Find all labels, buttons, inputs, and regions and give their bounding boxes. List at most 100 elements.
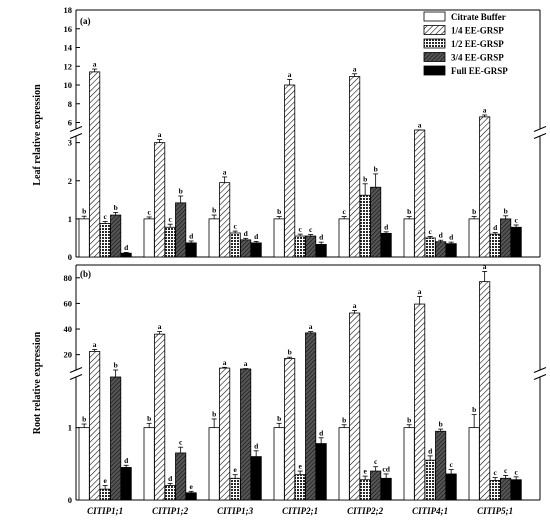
significance-letter: b (114, 361, 118, 370)
bar (294, 474, 306, 501)
bar (489, 233, 501, 258)
bar (78, 218, 90, 258)
significance-letter: a (353, 64, 357, 73)
legend-swatch (423, 52, 446, 62)
bar (284, 358, 296, 501)
significance-letter: e (103, 476, 107, 485)
bar (479, 281, 491, 501)
bar (305, 332, 317, 501)
significance-letter: d (168, 474, 173, 483)
axis-break-mark (69, 126, 83, 132)
legend-entry: 1/2 EE-GRSP (451, 39, 504, 49)
bar (78, 427, 90, 501)
significance-letter: c (309, 225, 313, 234)
axis-break-mark (533, 367, 547, 373)
significance-letter: c (147, 207, 151, 216)
significance-letter: e (233, 465, 237, 474)
bar (500, 218, 512, 258)
bar (489, 480, 501, 501)
legend: Citrate Buffer 1/4 EE-GRSP 1/2 EE-GRSP 3/4 … (423, 11, 508, 76)
bar (154, 333, 166, 501)
significance-letter: a (158, 130, 162, 139)
bar (468, 218, 480, 258)
legend-entry: 1/4 EE-GRSP (451, 26, 504, 36)
significance-letter: a (288, 70, 292, 79)
bar (208, 427, 220, 501)
legend-swatch (423, 25, 446, 35)
x-category-label: CITIP4;1 (412, 506, 448, 516)
legend-swatch (423, 38, 446, 49)
x-category-label: CITIP1;2 (152, 506, 189, 516)
significance-letter: d (384, 222, 389, 231)
bar (479, 116, 491, 258)
significance-letter: b (439, 420, 443, 429)
significance-letter: d (189, 231, 194, 240)
significance-letter: a (309, 322, 313, 331)
bar (359, 479, 371, 501)
y-tick-label: 8 (68, 99, 72, 109)
significance-letter: d (449, 233, 454, 242)
significance-letter: d (428, 446, 433, 455)
significance-letter: a (418, 287, 422, 296)
bar (229, 232, 241, 258)
significance-letter: a (223, 358, 227, 367)
bar (468, 427, 480, 501)
bar (164, 485, 176, 501)
y-axis-label: Leaf relative expression (32, 84, 43, 186)
bar (120, 467, 132, 501)
bar (250, 242, 262, 258)
significance-letter: c (428, 227, 432, 236)
bar (315, 443, 327, 501)
significance-letter: e (298, 462, 302, 471)
significance-letter: b (179, 187, 183, 196)
bar (240, 368, 252, 501)
bar (208, 218, 220, 258)
significance-letter: c (233, 222, 237, 231)
significance-letter: e (363, 467, 367, 476)
legend-entry: Citrate Buffer (451, 12, 506, 22)
significance-letter: b (277, 207, 281, 216)
significance-letter: c (514, 467, 518, 476)
significance-letter: cd (382, 464, 390, 473)
legend-entry: 3/4 EE-GRSP (451, 53, 504, 63)
bar (273, 218, 285, 258)
significance-letter: b (363, 174, 367, 183)
bar (219, 367, 231, 501)
significance-letter: b (82, 415, 86, 424)
x-category-label: CITIP2;2 (347, 506, 384, 516)
significance-letter: b (212, 206, 216, 215)
axis-break-mark (533, 133, 547, 139)
bar (110, 376, 122, 501)
legend-swatch (423, 11, 446, 22)
bar (435, 430, 447, 501)
significance-letter: c (342, 207, 346, 216)
x-category-label: CITIP5;1 (477, 506, 513, 516)
bar (424, 237, 436, 258)
significance-letter: a (244, 359, 248, 368)
bar (219, 182, 231, 258)
y-tick-label: 12 (64, 61, 73, 71)
significance-letter: d (439, 231, 444, 240)
y-tick-label: 16 (64, 24, 73, 34)
bars-layer (78, 68, 522, 501)
bar (143, 427, 155, 501)
bar (349, 76, 361, 258)
x-category-label: CITIP1;1 (87, 506, 123, 516)
bar (338, 427, 350, 501)
bar (154, 142, 166, 258)
significance-letter: a (158, 322, 162, 331)
y-tick-label: 10 (64, 80, 73, 90)
axis-break-mark (69, 374, 83, 380)
bar (424, 459, 436, 501)
bar (99, 488, 111, 501)
significance-letter: a (353, 301, 357, 310)
significance-letter: a (418, 121, 422, 130)
y-tick-label: 2 (68, 176, 72, 186)
y-tick-label: 0 (68, 495, 72, 505)
bar (349, 312, 361, 501)
bar (510, 479, 522, 501)
y-tick-label: 80 (64, 273, 73, 283)
significance-letter: d (493, 223, 498, 232)
significance-letter: e (189, 482, 193, 491)
